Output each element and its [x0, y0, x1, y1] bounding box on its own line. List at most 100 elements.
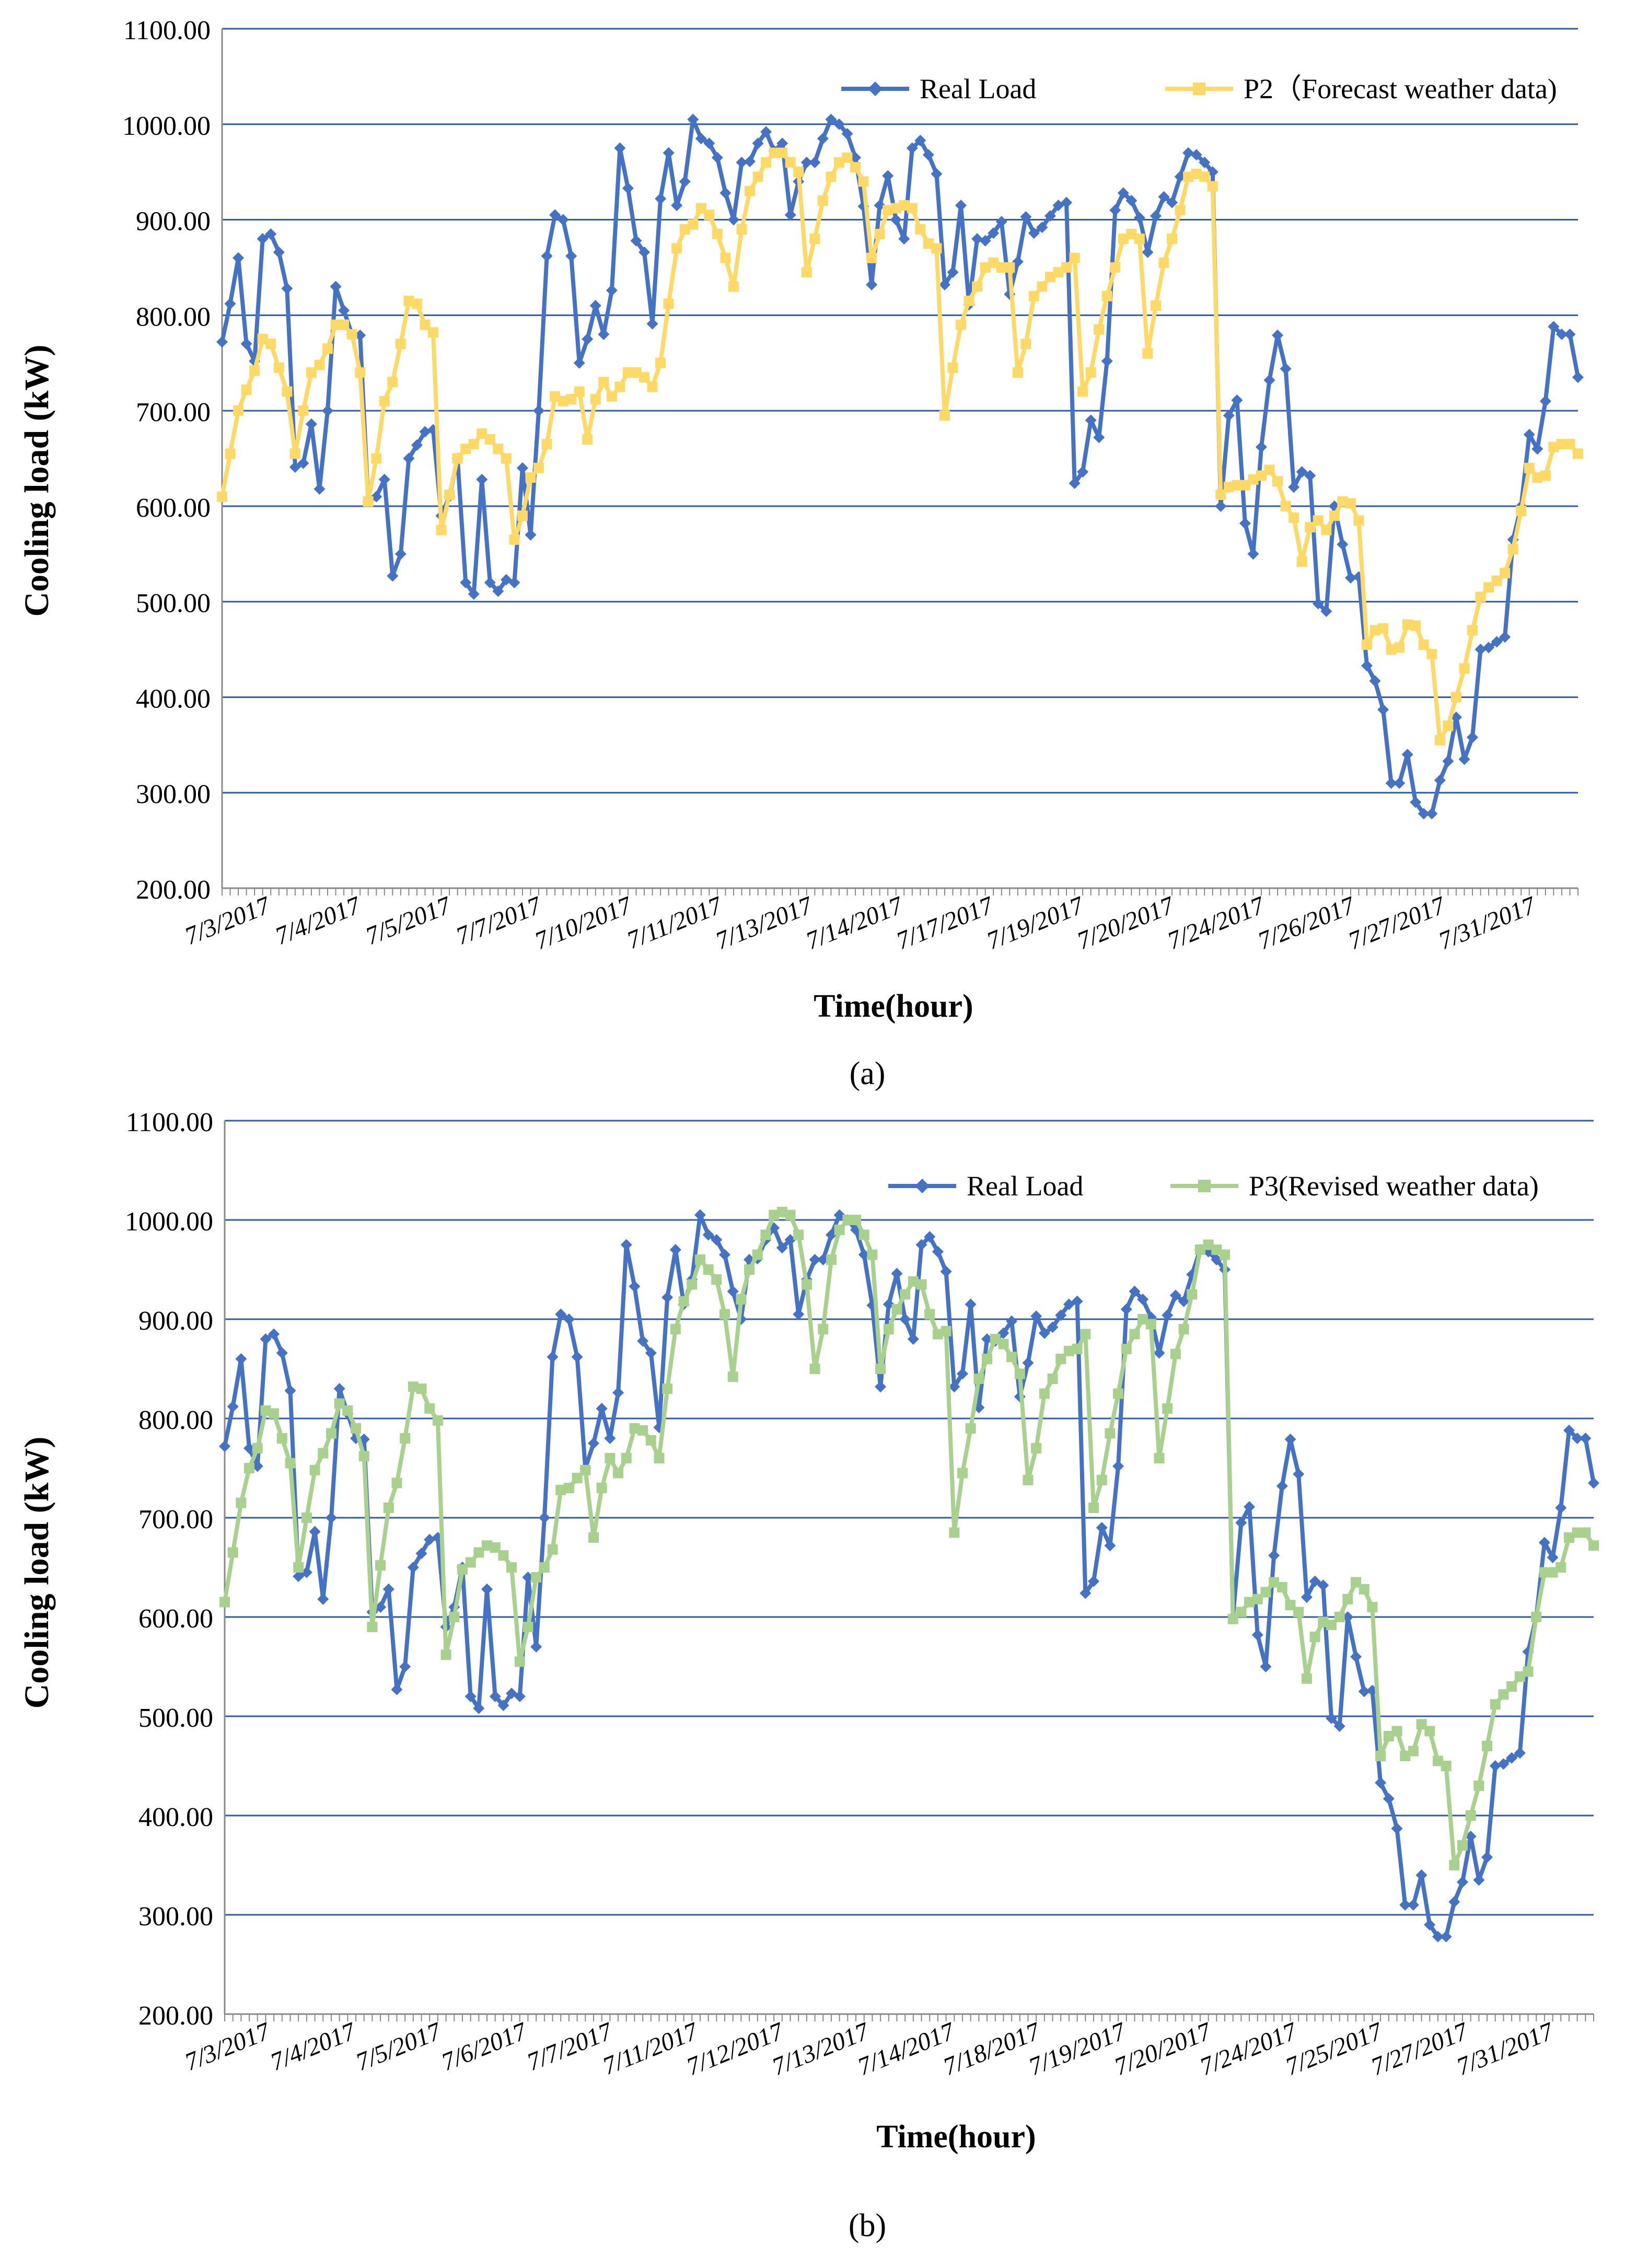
data-point — [339, 319, 350, 330]
data-point — [655, 357, 666, 368]
data-point — [468, 588, 480, 600]
data-point — [932, 1329, 943, 1340]
data-point — [1269, 1577, 1280, 1588]
data-point — [826, 1254, 837, 1265]
data-point — [719, 1249, 731, 1261]
data-point — [711, 1234, 723, 1246]
data-point — [841, 128, 853, 140]
data-point — [281, 283, 293, 295]
legend-item: Real Load — [888, 1170, 1083, 1202]
data-point — [1215, 500, 1227, 512]
data-point — [1252, 1594, 1263, 1604]
y-tick-label: 1000.00 — [122, 111, 211, 141]
data-point — [614, 142, 626, 154]
data-point — [1458, 753, 1470, 765]
data-point — [1448, 1896, 1460, 1908]
data-point — [269, 1408, 280, 1419]
data-point — [1370, 625, 1380, 636]
data-point — [566, 394, 577, 405]
data-point — [1358, 1685, 1370, 1697]
data-point — [850, 162, 861, 173]
data-point — [531, 1572, 542, 1583]
data-point — [497, 1700, 509, 1712]
data-point — [216, 336, 228, 348]
data-point — [679, 224, 690, 235]
data-point — [1096, 1522, 1108, 1533]
data-point — [703, 1264, 714, 1275]
data-point — [663, 298, 674, 309]
y-tick-label: 800.00 — [138, 1405, 213, 1435]
data-point — [574, 386, 585, 397]
data-point — [346, 329, 357, 340]
y-tick-label: 1100.00 — [126, 1108, 213, 1137]
data-point — [525, 472, 536, 483]
data-point — [1555, 1502, 1567, 1514]
data-point — [744, 1264, 755, 1275]
chart-a-legend: Real Load P2（Forecast weather data) — [841, 73, 1557, 104]
data-point — [955, 200, 967, 212]
data-point — [947, 266, 959, 278]
data-point — [370, 491, 382, 503]
data-point — [1088, 1503, 1099, 1513]
data-point — [1239, 517, 1251, 529]
data-point — [654, 1453, 665, 1463]
data-point — [818, 1324, 829, 1334]
data-point — [379, 396, 390, 406]
data-point — [235, 1353, 247, 1365]
legend-marker — [915, 1179, 930, 1193]
chart-b-series — [219, 1206, 1599, 1943]
data-point — [465, 1557, 476, 1568]
data-point — [298, 405, 309, 416]
data-point — [1301, 1673, 1312, 1684]
data-point — [326, 1428, 336, 1439]
data-point — [1506, 1681, 1517, 1692]
chart-a-x-ticks — [222, 888, 1579, 895]
chart-b-y-tick-labels: 200.00 300.00 400.00 500.00 600.00 700.00 800.… — [125, 1108, 213, 2031]
data-point — [606, 284, 618, 296]
data-point — [572, 1473, 583, 1483]
data-point — [598, 328, 610, 340]
data-point — [378, 473, 390, 485]
legend-label: Real Load — [967, 1170, 1083, 1202]
data-point — [1109, 204, 1121, 216]
data-point — [964, 295, 974, 306]
data-point — [875, 1364, 886, 1374]
data-point — [330, 281, 342, 293]
data-point — [424, 1403, 435, 1414]
data-point — [1573, 448, 1583, 459]
data-point — [639, 372, 650, 383]
data-point — [1500, 567, 1511, 578]
data-point — [1572, 371, 1584, 383]
data-point — [727, 1285, 739, 1297]
series-forecast — [219, 1206, 1599, 1870]
data-point — [1456, 1876, 1468, 1888]
data-point — [647, 381, 658, 392]
data-point — [1183, 171, 1194, 182]
data-point — [318, 1448, 329, 1459]
data-point — [1498, 1758, 1510, 1770]
data-point — [1296, 466, 1308, 478]
data-point — [1407, 1899, 1419, 1911]
data-point — [1416, 1719, 1427, 1730]
y-tick-label: 500.00 — [136, 589, 211, 619]
data-point — [436, 525, 447, 536]
data-point — [509, 534, 520, 545]
data-point — [1342, 1611, 1354, 1623]
data-point — [1012, 255, 1024, 267]
data-point — [924, 1231, 936, 1243]
data-point — [1531, 443, 1543, 455]
data-point — [1080, 1329, 1091, 1340]
data-point — [704, 210, 715, 220]
data-point — [1457, 1840, 1468, 1851]
data-point — [769, 147, 780, 158]
data-point — [736, 156, 748, 168]
data-point — [1410, 620, 1421, 631]
data-point — [809, 1364, 820, 1374]
data-point — [1547, 1567, 1558, 1578]
y-tick-label: 500.00 — [138, 1703, 213, 1733]
data-point — [1220, 1249, 1231, 1260]
data-point — [1053, 267, 1064, 278]
data-point — [391, 1683, 403, 1695]
data-point — [1248, 474, 1259, 485]
data-point — [979, 235, 991, 247]
